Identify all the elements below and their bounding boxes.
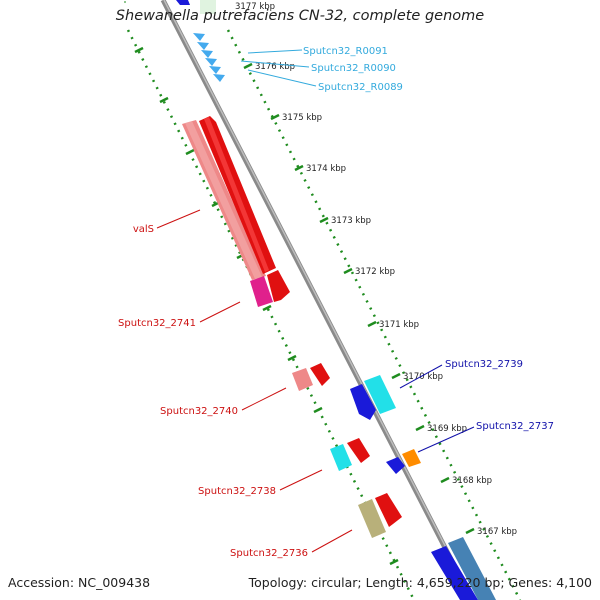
ruler-tick-label: 3172 kbp [355,267,395,277]
label-connectors [156,49,475,553]
ruler-tick-label: 3170 kbp [403,372,443,382]
ruler-inner-tick [185,148,195,156]
ruler-major-tick [343,267,353,275]
gene-feature-2736-olive [358,499,386,538]
ruler-inner-tick [313,406,323,414]
gene-label-2736[interactable]: Sputcn32_2736 [230,548,308,559]
ruler-tick-label: 3176 kbp [255,62,295,72]
gene-feature-2741-magenta [250,276,273,307]
gene-feature-2740-arrow [310,363,330,386]
gene-feature-top-reverse [176,0,190,5]
gene-feature-2737-orange [402,449,421,467]
trna-features [193,33,225,82]
ruler-tick-label: 3175 kbp [282,113,322,123]
gene-label-r0091[interactable]: Sputcn32_R0091 [303,46,388,57]
ruler-major-tick [319,216,329,224]
gene-feature-top-rna [200,0,216,14]
ruler-tick-label: 3173 kbp [331,216,371,226]
genome-backbone [160,0,475,600]
ruler-major-tick [391,372,401,380]
gene-label-r0090[interactable]: Sputcn32_R0090 [311,63,396,74]
gene-feature-2736-arrow [375,493,402,527]
gene-feature-2738-arrow [347,438,370,463]
ruler-major-tick [367,320,377,328]
gene-labels: Sputcn32_R0091 Sputcn32_R0090 Sputcn32_R… [118,46,554,559]
genome-summary-text: Topology: circular; Length: 4,659,220 bp… [248,575,592,590]
gene-features [176,0,496,600]
gene-feature-2738-cyan [330,444,352,471]
ruler-tick-label: 3167 kbp [477,527,517,537]
ruler-ticks [124,1,475,566]
ruler-major-tick [294,164,304,172]
ruler-tick-label: 3169 kbp [427,424,467,434]
ruler-tick-label: 3174 kbp [306,164,346,174]
ruler-tick-label: 3171 kbp [379,320,419,330]
ruler-tick-labels: 3177 kbp 3176 kbp 3175 kbp 3174 kbp 3173 kbp… [235,2,517,537]
ruler-inner-tick [134,46,144,54]
ruler-tick-label: 3177 kbp [235,2,275,12]
ruler-inner-tick [159,96,169,104]
gene-feature-2739-blue [350,384,376,420]
gene-label-2739[interactable]: Sputcn32_2739 [445,359,523,370]
ruler-outer [226,29,522,600]
page-title: Shewanella putrefaciens CN-32, complete … [115,8,485,24]
gene-label-vals[interactable]: valS [133,224,154,235]
ruler-major-tick [440,476,450,484]
gene-feature-bottom-steel [448,537,496,600]
gene-feature-2740-pink [292,368,313,391]
ruler-major-tick [270,113,280,121]
gene-feature-bottom-blue [431,546,478,600]
accession-text: Accession: NC_009438 [8,575,151,590]
gene-label-2741[interactable]: Sputcn32_2741 [118,318,196,329]
gene-feature-2741-arrow [267,270,290,302]
gene-feature-2737-blue [386,457,405,474]
ruler-major-tick [415,424,425,432]
gene-label-2738[interactable]: Sputcn32_2738 [198,486,276,497]
ruler-tick-label: 3168 kbp [452,476,492,486]
gene-label-r0089[interactable]: Sputcn32_R0089 [318,82,403,93]
gene-feature-2739-cyan [364,375,396,414]
ruler-major-tick [243,62,253,70]
ruler-major-tick [465,527,475,535]
ruler-inner-tick [287,354,297,362]
ruler-inner-tick [262,304,272,312]
gene-label-2737[interactable]: Sputcn32_2737 [476,421,554,432]
gene-label-2740[interactable]: Sputcn32_2740 [160,406,238,417]
ruler-inner-tick [389,558,399,566]
